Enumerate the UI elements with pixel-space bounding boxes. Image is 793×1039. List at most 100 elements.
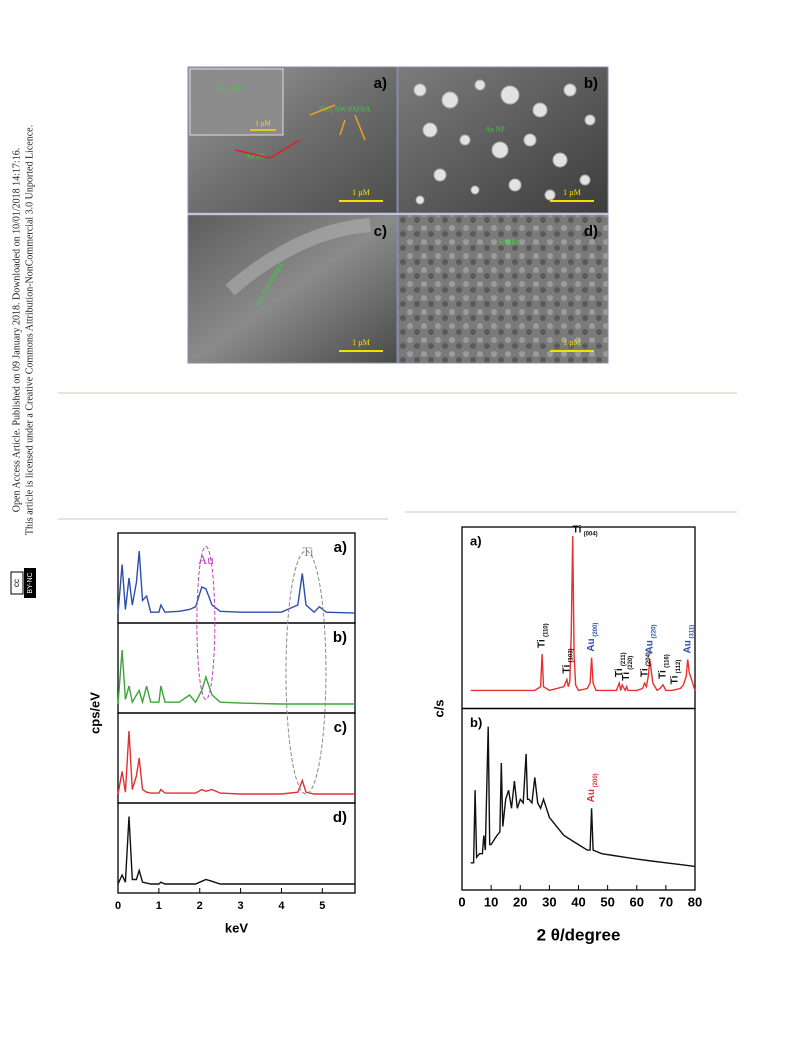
- nanoparticle: [459, 134, 471, 146]
- nanoparticle: [415, 195, 425, 205]
- panel-frame: [461, 526, 696, 710]
- nanoparticles: [413, 79, 596, 205]
- nanoparticle: [532, 102, 548, 118]
- arrow: [339, 119, 346, 136]
- peak-label-index: (220): [628, 656, 634, 670]
- peak-label: Au (220): [644, 624, 657, 653]
- peak-label: Au (200): [586, 773, 599, 802]
- panel-frame: [117, 622, 356, 714]
- x-tick-label: 60: [630, 894, 644, 909]
- x-tick-label: 1: [156, 900, 162, 912]
- annotation: Ti: [302, 544, 313, 559]
- panel-label: c): [374, 223, 387, 240]
- peak-label-index: (112): [676, 660, 682, 674]
- sidebar-line: Open Access Article. Published on 09 Jan…: [11, 148, 22, 512]
- peak-label-index: (103): [568, 648, 574, 662]
- peak-label-text: Ti: [537, 639, 548, 648]
- peak-label-index: (116): [665, 654, 671, 668]
- nanoparticle: [491, 141, 509, 159]
- spectrum-line: [117, 730, 355, 795]
- peak-label-index: (211): [621, 652, 627, 666]
- sem-annotation: Au NP: [485, 126, 504, 134]
- scale-bar-label: 1 µM: [563, 188, 581, 197]
- x-tick-label: 4: [278, 900, 285, 912]
- panel-label: a): [374, 75, 387, 92]
- peak-label-text: Au: [586, 638, 597, 651]
- x-tick-label: 0: [458, 894, 465, 909]
- arrow: [354, 114, 366, 141]
- peak-label-text: Ti: [614, 668, 625, 677]
- x-tick-label: 3: [238, 900, 244, 912]
- panel-frame: [117, 712, 356, 804]
- x-tick-label: 50: [600, 894, 614, 909]
- x-tick-label: 30: [542, 894, 556, 909]
- peak-label-text: Au: [644, 640, 655, 653]
- sem-annotation: TiO₂ NW/PAPBA: [320, 106, 371, 114]
- annotation-ellipse: [285, 550, 327, 795]
- peak-label-text: Au: [586, 789, 597, 802]
- arrow: [309, 104, 336, 116]
- peak-label-index: (311): [689, 625, 695, 639]
- panel-label: a): [470, 533, 482, 548]
- x-tick-label: 10: [484, 894, 498, 909]
- y-axis-label: c/s: [431, 699, 446, 717]
- x-tick-label: 70: [659, 894, 673, 909]
- panel-label: c): [334, 719, 347, 736]
- scale-bar-label: 1 µM: [563, 338, 581, 347]
- nanoparticle: [470, 185, 480, 195]
- x-tick-label: 20: [513, 894, 527, 909]
- sidebar: Open Access Article. Published on 09 Jan…: [10, 125, 36, 598]
- peak-label: Ti (110): [537, 623, 550, 648]
- peak-label-text: Ti: [561, 665, 572, 674]
- nanoparticle: [584, 114, 596, 126]
- peak-label-index: (200): [593, 773, 599, 787]
- x-axis-label: 2 θ/degree: [537, 925, 621, 944]
- sem-image: [397, 214, 609, 364]
- spectrum-line: [117, 649, 355, 705]
- peak-label-index: (110): [544, 623, 550, 637]
- badge: [10, 571, 24, 595]
- nanoparticle: [441, 91, 459, 109]
- peak-label: Ti (103): [561, 648, 574, 673]
- nanoparticle: [413, 83, 427, 97]
- peak-label-text: Ti: [658, 670, 669, 679]
- peak-label-text: Ti: [669, 675, 680, 684]
- spectrum-line: [470, 536, 696, 693]
- peak-label-text: Au: [682, 640, 693, 653]
- peak-label-index: (004): [584, 532, 598, 538]
- peak-label: Ti (211): [614, 652, 627, 677]
- nanoparticle: [563, 83, 577, 97]
- panel-label: a): [334, 539, 347, 556]
- peak-label-text: Ti: [621, 672, 632, 681]
- panel-frame: [117, 802, 356, 894]
- peak-label: Ti (220): [621, 656, 634, 681]
- badge: [24, 568, 36, 598]
- badge-cc: cc: [12, 579, 21, 587]
- nanowire: [225, 218, 371, 296]
- nanoparticle: [523, 133, 537, 147]
- panel-label: d): [333, 809, 347, 826]
- nanoparticle: [508, 178, 522, 192]
- x-tick-label: 40: [571, 894, 585, 909]
- peak-label: Ti (116): [658, 654, 671, 679]
- arrow: [234, 149, 271, 159]
- x-tick-label: 2: [197, 900, 203, 912]
- sem-annotation: Au NP: [245, 153, 264, 161]
- x-tick-label: 0: [115, 900, 121, 912]
- badge-license: BY-NC: [27, 572, 34, 593]
- peak-label-text: Ti: [639, 668, 650, 677]
- peak-label: Ti (204): [639, 652, 652, 677]
- panel-frame: [117, 532, 356, 624]
- nanoparticle: [579, 174, 591, 186]
- peak-label-index: (220): [651, 624, 657, 638]
- nanoparticle: [474, 79, 486, 91]
- x-axis-label: keV: [225, 920, 248, 935]
- panel-label: b): [584, 75, 598, 92]
- sem-figure: [187, 66, 609, 364]
- nanoparticle: [422, 122, 438, 138]
- annotation: Au: [198, 552, 214, 567]
- scale-bar-label: 1 µM: [352, 188, 370, 197]
- panel-label: b): [333, 629, 347, 646]
- scale-bar-label: 1 µM: [352, 338, 370, 347]
- peak-label-text: Ti: [573, 525, 582, 536]
